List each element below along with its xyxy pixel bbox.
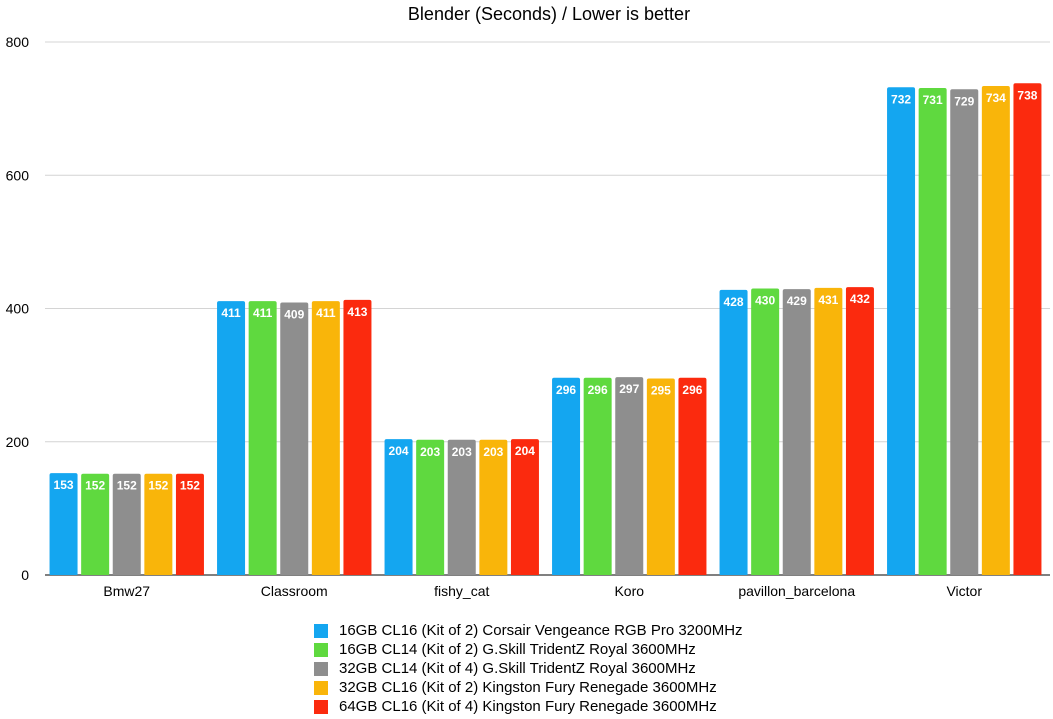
bar-value-label: 411 (316, 306, 336, 320)
y-axis-ticks: 0 200 400 600 800 (6, 34, 30, 583)
bar-value-label: 430 (755, 294, 775, 308)
bar (248, 301, 277, 575)
legend-swatch (314, 642, 328, 657)
bar-value-label: 152 (180, 479, 200, 493)
x-category-label: Victor (946, 583, 982, 599)
bar (280, 302, 309, 575)
legend-swatch (314, 623, 328, 638)
bar-value-label: 296 (556, 383, 576, 397)
bar (814, 287, 843, 575)
bar-value-label: 152 (85, 479, 105, 493)
bar (81, 473, 110, 575)
bar (447, 439, 476, 575)
bar (845, 287, 874, 575)
legend-item: 16GB CL16 (Kit of 2) Corsair Vengeance R… (314, 621, 743, 640)
x-axis-categories: Bmw27 Classroom fishy_cat Koro pavillon_barc… (103, 583, 982, 599)
bar-value-label: 204 (389, 444, 409, 458)
bar-value-label: 411 (221, 306, 241, 320)
bar (112, 473, 141, 575)
bar (918, 87, 947, 575)
bar (384, 439, 413, 575)
bar (175, 473, 204, 575)
legend-label: 64GB CL16 (Kit of 4) Kingston Fury Reneg… (339, 698, 717, 715)
bar-value-label: 152 (117, 479, 137, 493)
legend-label: 16GB CL14 (Kit of 2) G.Skill TridentZ Ro… (339, 641, 696, 658)
chart-title: Blender (Seconds) / Lower is better (408, 4, 690, 24)
bar-value-label: 738 (1017, 88, 1037, 102)
value-labels: 153 152 152 152 152 411 411 409 411 413 204 203 203 2… (54, 88, 1038, 492)
legend-swatch (314, 680, 328, 695)
bar (510, 439, 539, 575)
bar-value-label: 295 (651, 383, 671, 397)
x-category-label: Koro (614, 583, 644, 599)
bar (615, 377, 644, 575)
bar (782, 289, 811, 575)
y-tick-label: 600 (6, 167, 30, 183)
bar-value-label: 431 (818, 293, 838, 307)
bar (646, 378, 675, 575)
bar-value-label: 428 (724, 295, 744, 309)
y-tick-label: 400 (6, 301, 30, 317)
bar-value-label: 413 (347, 305, 367, 319)
bar-value-label: 409 (284, 308, 304, 322)
x-category-label: Classroom (261, 583, 328, 599)
bar (887, 87, 916, 576)
y-tick-label: 200 (6, 434, 30, 450)
bar (479, 439, 508, 575)
gridlines (45, 41, 1050, 576)
bar-value-label: 297 (619, 382, 639, 396)
bar-value-label: 729 (954, 94, 974, 108)
bar-value-label: 203 (452, 445, 472, 459)
legend-swatch (314, 661, 328, 676)
bar-value-label: 734 (986, 91, 1006, 105)
bar-value-label: 429 (787, 294, 807, 308)
bar (678, 377, 707, 575)
bar (719, 289, 748, 575)
legend-item: 32GB CL14 (Kit of 4) G.Skill TridentZ Ro… (314, 659, 743, 678)
bars (49, 83, 1042, 576)
legend-label: 32GB CL16 (Kit of 2) Kingston Fury Reneg… (339, 679, 717, 696)
bar (217, 301, 246, 575)
bar (1013, 83, 1042, 576)
legend-label: 32GB CL14 (Kit of 4) G.Skill TridentZ Ro… (339, 660, 696, 677)
x-category-label: pavillon_barcelona (738, 583, 855, 599)
bar-value-label: 432 (850, 292, 870, 306)
bar (49, 473, 78, 575)
legend-item: 16GB CL14 (Kit of 2) G.Skill TridentZ Ro… (314, 640, 743, 659)
bar (751, 288, 780, 575)
bar-value-label: 732 (891, 92, 911, 106)
bar-value-label: 296 (588, 383, 608, 397)
y-tick-label: 0 (21, 567, 29, 583)
x-category-label: fishy_cat (434, 583, 489, 599)
x-category-label: Bmw27 (103, 583, 150, 599)
bar-value-label: 153 (54, 478, 74, 492)
legend-swatch (314, 699, 328, 714)
legend: 16GB CL16 (Kit of 2) Corsair Vengeance R… (314, 621, 743, 716)
bar-value-label: 152 (148, 479, 168, 493)
bar (950, 89, 979, 576)
bar (981, 85, 1010, 575)
bar (583, 377, 612, 575)
legend-item: 64GB CL16 (Kit of 4) Kingston Fury Reneg… (314, 697, 743, 716)
bar-value-label: 411 (253, 306, 273, 320)
bar (343, 299, 372, 575)
bar (416, 439, 445, 575)
bar (144, 473, 173, 575)
bar-value-label: 203 (483, 445, 503, 459)
legend-label: 16GB CL16 (Kit of 2) Corsair Vengeance R… (339, 622, 743, 639)
bar-value-label: 204 (515, 444, 535, 458)
y-tick-label: 800 (6, 34, 30, 50)
bar-value-label: 731 (923, 93, 943, 107)
bar (552, 377, 581, 575)
bar-value-label: 296 (682, 383, 702, 397)
bar (311, 301, 340, 575)
legend-item: 32GB CL16 (Kit of 2) Kingston Fury Reneg… (314, 678, 743, 697)
bar-value-label: 203 (420, 445, 440, 459)
